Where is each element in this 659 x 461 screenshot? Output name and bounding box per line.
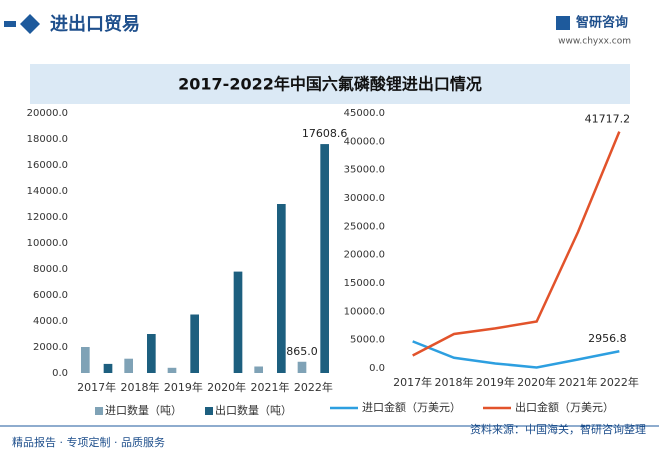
y-tick-label: 2000.0 xyxy=(33,342,68,353)
brand-logo xyxy=(556,16,570,30)
footer-source: 资料来源：中国海关，智研咨询整理 xyxy=(470,422,646,436)
y-tick-label: 0.0 xyxy=(52,368,68,379)
y-tick-label: 12000.0 xyxy=(27,212,68,223)
y-tick-label: 30000.0 xyxy=(344,193,385,204)
y-tick-label: 8000.0 xyxy=(33,264,68,275)
y-tick-label: 16000.0 xyxy=(27,160,68,171)
y-tick-label: 4000.0 xyxy=(33,316,68,327)
bar xyxy=(167,367,177,373)
bar xyxy=(233,271,243,373)
y-tick-label: 45000.0 xyxy=(344,108,385,119)
bar xyxy=(124,358,133,373)
data-label: 2956.8 xyxy=(588,332,627,345)
brand-name: 智研咨询 xyxy=(576,15,628,31)
y-tick-label: 35000.0 xyxy=(344,165,385,176)
title-bg xyxy=(30,64,630,104)
x-tick-label: 2021年 xyxy=(251,380,290,394)
y-tick-label: 0.0 xyxy=(369,363,385,374)
data-label: 865.0 xyxy=(286,345,318,358)
bar xyxy=(254,366,263,373)
bar xyxy=(81,347,90,373)
legend-label: 进口数量（吨） xyxy=(105,404,182,417)
legend-label: 出口数量（吨） xyxy=(215,403,292,417)
y-tick-label: 20000.0 xyxy=(344,250,385,261)
y-tick-label: 14000.0 xyxy=(27,186,68,197)
x-tick-label: 2022年 xyxy=(294,380,333,394)
x-tick-label: 2017年 xyxy=(77,380,116,394)
footer-slogan: 精品报告 · 专项定制 · 品质服务 xyxy=(12,435,165,449)
bar xyxy=(320,144,329,373)
legend-label: 进口金额（万美元） xyxy=(362,400,461,414)
legend-label: 出口金额（万美元） xyxy=(515,400,614,414)
y-tick-label: 10000.0 xyxy=(344,306,385,317)
y-tick-label: 5000.0 xyxy=(350,335,385,346)
x-tick-label: 2021年 xyxy=(559,375,598,389)
bar xyxy=(190,314,199,373)
y-tick-label: 6000.0 xyxy=(33,290,68,301)
chart-title: 2017-2022年中国六氟磷酸锂进出口情况 xyxy=(178,75,482,94)
legend-swatch xyxy=(95,407,103,415)
x-tick-label: 2019年 xyxy=(164,380,203,394)
x-tick-label: 2019年 xyxy=(476,375,515,389)
y-tick-label: 18000.0 xyxy=(27,134,68,145)
bar xyxy=(277,204,286,373)
line xyxy=(412,131,621,357)
bar xyxy=(147,334,156,373)
brand-url: www.chyxx.com xyxy=(558,37,631,47)
x-tick-label: 2020年 xyxy=(517,375,556,389)
header-icon-bar xyxy=(4,21,16,27)
y-tick-label: 25000.0 xyxy=(344,221,385,232)
header-icon xyxy=(20,14,40,34)
data-label: 17608.6 xyxy=(302,127,348,140)
bar xyxy=(103,363,113,373)
header-title: 进出口贸易 xyxy=(50,13,140,35)
x-tick-label: 2020年 xyxy=(207,380,246,394)
x-tick-label: 2018年 xyxy=(121,380,160,394)
y-tick-label: 15000.0 xyxy=(344,278,385,289)
legend-swatch xyxy=(205,407,213,415)
line xyxy=(412,340,620,369)
header-bg xyxy=(0,0,659,46)
x-tick-label: 2022年 xyxy=(600,375,639,389)
y-tick-label: 20000.0 xyxy=(27,108,68,119)
x-tick-label: 2018年 xyxy=(435,375,474,389)
bar xyxy=(297,361,307,373)
data-label: 41717.2 xyxy=(585,113,631,126)
x-tick-label: 2017年 xyxy=(393,375,432,389)
y-tick-label: 40000.0 xyxy=(344,136,385,147)
y-tick-label: 10000.0 xyxy=(27,238,68,249)
